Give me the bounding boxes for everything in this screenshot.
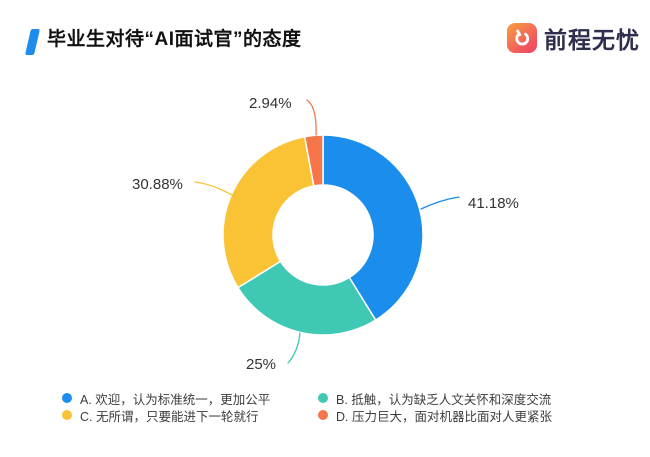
donut-slices <box>222 134 424 336</box>
chart-legend: A. 欢迎，认为标准统一，更加公平 B. 抵触，认为缺乏人文关怀和深度交流 C.… <box>62 390 552 424</box>
legend-label-c: C. 无所谓，只要能进下一轮就行 <box>80 409 259 424</box>
leader-line-d <box>306 99 317 136</box>
leader-line-b <box>287 332 301 364</box>
page-title: 毕业生对待“AI面试官”的态度 <box>47 29 302 50</box>
donut-slice-2 <box>222 135 315 289</box>
percent-label-d: 2.94% <box>249 95 292 112</box>
legend-item-c: C. 无所谓，只要能进下一轮就行 <box>62 407 318 424</box>
percent-label-b: 25% <box>246 356 277 373</box>
hand-logo-icon <box>507 23 537 53</box>
leader-line-c <box>194 181 233 196</box>
percent-label-c: 30.88% <box>132 176 183 193</box>
legend-label-b: B. 抵触，认为缺乏人文关怀和深度交流 <box>336 392 552 407</box>
legend-dot-b <box>318 393 328 403</box>
leader-lines <box>194 99 460 364</box>
brand-logo-text: 前程无忧 <box>544 27 640 53</box>
legend-label-d: D. 压力巨大，面对机器比面对人更紧张 <box>336 409 552 424</box>
brand-logo: 前程无忧 <box>507 21 640 55</box>
leader-line-a <box>420 196 460 210</box>
legend-dot-c <box>62 410 72 420</box>
legend-dot-d <box>318 410 328 420</box>
legend-item-d: D. 压力巨大，面对机器比面对人更紧张 <box>318 407 552 424</box>
legend-dot-a <box>62 393 72 403</box>
legend-item-a: A. 欢迎，认为标准统一，更加公平 <box>62 390 318 407</box>
donut-slice-3 <box>303 134 324 187</box>
donut-slice-0 <box>322 134 424 322</box>
legend-label-a: A. 欢迎，认为标准统一，更加公平 <box>80 392 271 407</box>
legend-item-b: B. 抵触，认为缺乏人文关怀和深度交流 <box>318 390 552 407</box>
percent-label-a: 41.18% <box>468 195 519 212</box>
donut-slice-1 <box>236 260 377 336</box>
